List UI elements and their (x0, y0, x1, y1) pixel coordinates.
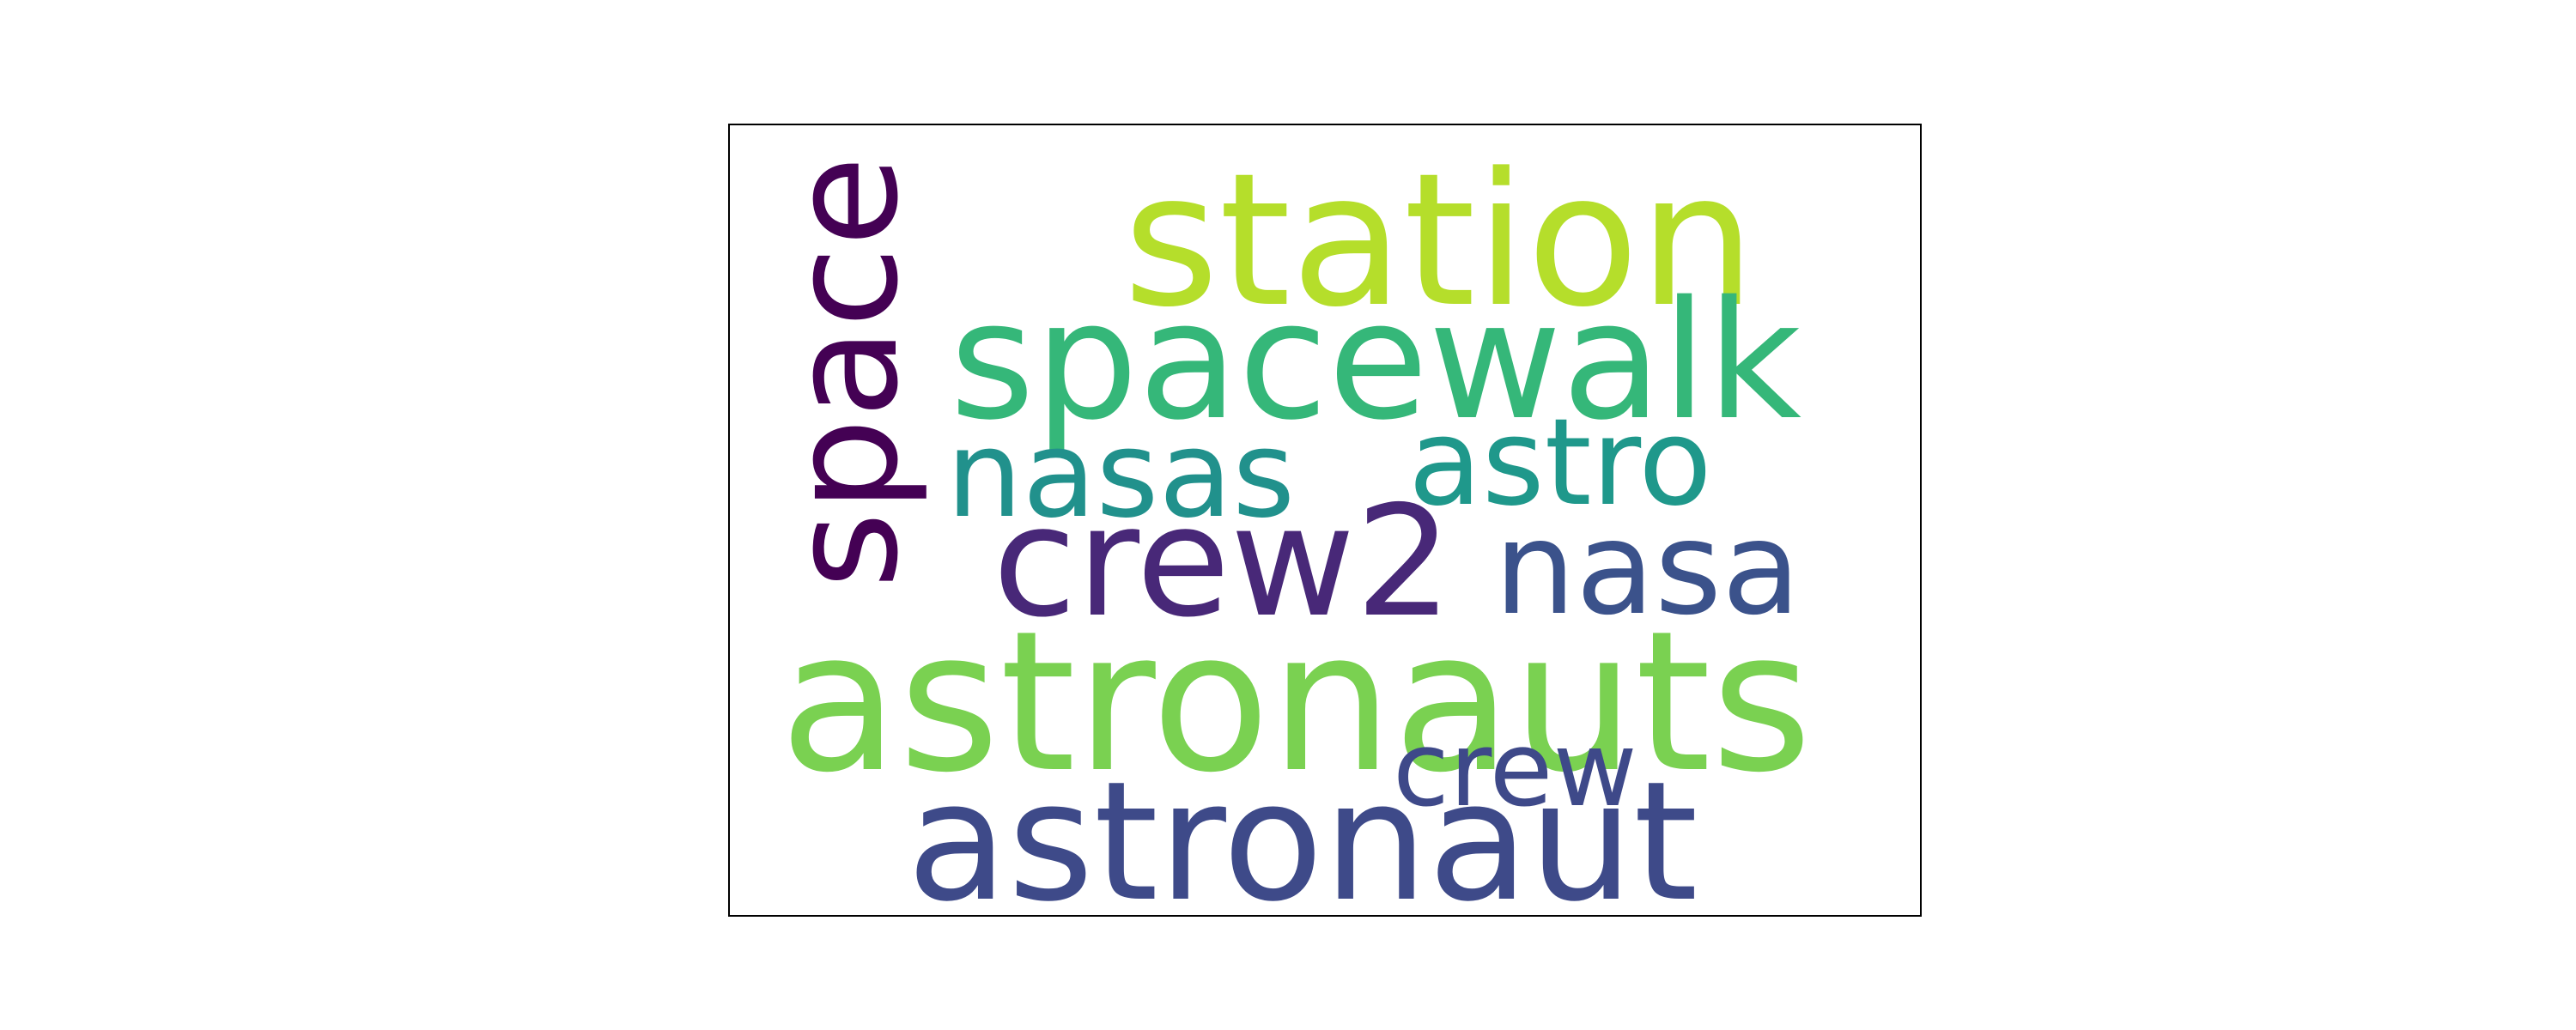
word-crew2: crew2 (993, 473, 1453, 651)
word-nasa: nasa (1494, 494, 1801, 644)
word-astronaut: astronaut (907, 747, 1698, 938)
word-crew: crew (1393, 711, 1637, 830)
word-nasas: nasas (946, 405, 1296, 545)
word-space: space (758, 155, 931, 589)
word-station: station (1123, 134, 1756, 348)
word-astronauts: astronauts (780, 590, 1813, 815)
word-spacewalk: spacewalk (950, 266, 1802, 456)
word-astro: astro (1408, 393, 1712, 533)
word-cloud-frame: station spacewalk space nasas astro crew… (728, 124, 1922, 925)
